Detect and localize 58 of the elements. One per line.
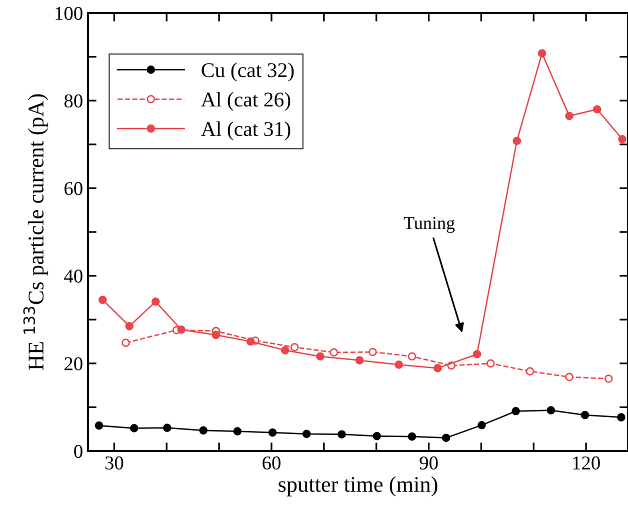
x-tick-label: 90	[420, 456, 438, 470]
point	[617, 413, 626, 422]
point	[268, 428, 277, 437]
point	[98, 296, 107, 304]
x-tick-label: 30	[105, 456, 124, 470]
point	[163, 424, 172, 432]
x-axis-title: sputter time (min)	[278, 476, 438, 496]
y-axis-title: HE $^{133}$Cs particle current (pA)	[23, 94, 48, 370]
point	[394, 360, 404, 369]
point	[302, 430, 311, 438]
point	[442, 434, 450, 442]
point	[538, 49, 546, 58]
point	[338, 430, 346, 439]
point	[199, 426, 208, 435]
y-tick-label: 0	[74, 444, 82, 458]
point	[512, 136, 522, 146]
point	[565, 372, 574, 382]
point	[316, 352, 324, 361]
y-tick-label: 100	[56, 6, 82, 20]
point	[246, 337, 255, 346]
point	[177, 326, 186, 334]
point	[372, 432, 382, 440]
point	[512, 406, 520, 416]
point	[290, 343, 299, 352]
x-tick-label: 60	[262, 456, 280, 470]
point	[212, 330, 220, 340]
annotation: Tuning	[404, 217, 455, 233]
legend-label: Al (cat 31)	[201, 121, 290, 140]
y-tick-label: 20	[64, 357, 82, 370]
point	[486, 359, 495, 368]
point	[130, 424, 138, 432]
x-tick-label: 120	[573, 456, 600, 470]
y-tick-label: 80	[64, 94, 82, 108]
point	[368, 348, 377, 356]
point	[330, 348, 338, 357]
point	[408, 432, 416, 441]
point	[280, 346, 290, 354]
point	[233, 427, 242, 436]
point	[478, 420, 486, 430]
point	[94, 421, 104, 430]
point	[592, 105, 602, 114]
y-tick-label: 40	[64, 270, 82, 283]
legend-label: Cu (cat 32)	[202, 62, 294, 82]
point	[472, 350, 482, 358]
point	[408, 352, 416, 361]
point	[580, 410, 590, 420]
point	[526, 367, 534, 376]
point	[125, 322, 134, 330]
point	[565, 112, 574, 120]
y-tick-label: 60	[64, 182, 82, 196]
point	[151, 297, 160, 306]
point	[604, 374, 613, 383]
point	[546, 406, 556, 414]
point	[122, 338, 130, 347]
point	[434, 364, 442, 372]
point	[618, 134, 626, 144]
legend-label: Al (cat 26)	[201, 92, 290, 111]
point	[355, 356, 364, 364]
